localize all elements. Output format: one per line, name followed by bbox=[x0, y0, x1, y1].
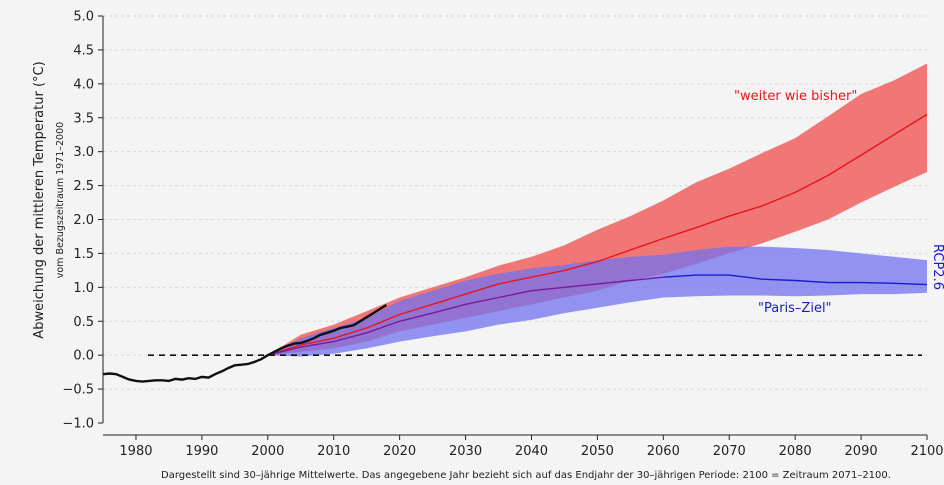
y-axis-sublabel: vom Bezugszeitraum 1971–2000 bbox=[55, 122, 66, 278]
y-tick-label: 4.0 bbox=[73, 77, 94, 92]
y-tick-label: −1.0 bbox=[62, 417, 94, 432]
x-tick-label: 1990 bbox=[185, 444, 218, 459]
y-tick-label: 4.5 bbox=[73, 43, 94, 58]
x-tick-label: 2030 bbox=[449, 444, 482, 459]
footnote: Dargestellt sind 30–jährige Mittelwerte.… bbox=[161, 470, 891, 481]
line-observed bbox=[102, 303, 388, 383]
annotation-rcp26-edge: RCP2.6 bbox=[930, 244, 944, 290]
y-tick-label: 2.0 bbox=[73, 213, 94, 228]
x-tick-label: 2010 bbox=[317, 444, 350, 459]
y-axis-label: Abweichung der mittleren Temperatur (°C) bbox=[32, 61, 47, 338]
x-tick-label: 2070 bbox=[713, 444, 746, 459]
y-tick-label: 1.5 bbox=[73, 247, 94, 262]
line-paris-ziel bbox=[663, 274, 928, 286]
y-tick-label: 0.0 bbox=[73, 349, 94, 364]
x-tick-label: 2040 bbox=[515, 444, 548, 459]
x-tick-label: 2060 bbox=[647, 444, 680, 459]
y-tick-label: −0.5 bbox=[62, 383, 94, 398]
x-tick-label: 2020 bbox=[383, 444, 416, 459]
y-tick-label: 5.0 bbox=[73, 10, 94, 25]
x-tick-label: 2000 bbox=[251, 444, 284, 459]
x-tick-label: 2050 bbox=[581, 444, 614, 459]
y-tick-label: 3.0 bbox=[73, 145, 94, 160]
annotation-weiter-wie-bisher: "weiter wie bisher" bbox=[734, 89, 857, 104]
axes bbox=[98, 15, 928, 440]
y-tick-labels: 5.0 4.5 4.0 3.5 3.0 2.5 2.0 1.5 1.0 0.5 0.0 −0.5 −1.… bbox=[62, 10, 94, 432]
x-tick-labels: 1980 1990 2000 2010 2020 2030 2040 2050 2060 2070… bbox=[119, 444, 943, 459]
band-weiter-wie-bisher bbox=[267, 63, 927, 356]
x-tick-label: 2100 bbox=[910, 444, 943, 459]
uncertainty-bands bbox=[267, 63, 927, 357]
y-tick-label: 3.5 bbox=[73, 111, 94, 126]
x-tick-label: 2080 bbox=[779, 444, 812, 459]
line-paris-ziel-overlap bbox=[267, 276, 664, 356]
y-tick-label: 1.0 bbox=[73, 281, 94, 296]
band-paris-ziel bbox=[267, 246, 927, 357]
y-tick-label: 2.5 bbox=[73, 179, 94, 194]
annotation-paris-ziel: "Paris–Ziel" bbox=[758, 301, 832, 316]
series-lines bbox=[102, 113, 928, 383]
y-tick-label: 0.5 bbox=[73, 315, 94, 330]
line-weiter-wie-bisher bbox=[267, 113, 928, 356]
x-tick-label: 1980 bbox=[119, 444, 152, 459]
x-tick-label: 2090 bbox=[845, 444, 878, 459]
